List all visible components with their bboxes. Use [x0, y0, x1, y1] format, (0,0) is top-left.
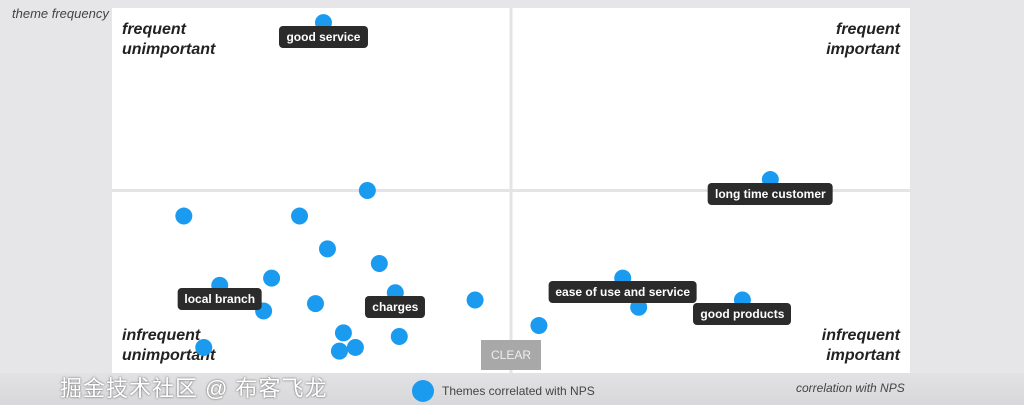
data-point[interactable]	[370, 255, 388, 272]
legend-label: Themes correlated with NPS	[442, 384, 595, 398]
data-point-label: local branch	[177, 288, 263, 311]
quadrant-label-top-left: frequent unimportant	[122, 21, 216, 58]
data-point[interactable]	[390, 328, 408, 345]
x-axis-label: correlation with NPS	[796, 381, 905, 395]
quadrant-label-top-right: frequent important	[826, 21, 900, 58]
data-point-label: good products	[693, 303, 792, 325]
data-point-label: good service	[279, 25, 368, 48]
data-point[interactable]	[346, 338, 364, 356]
data-point-label: ease of use and service	[548, 281, 698, 304]
data-point[interactable]	[306, 295, 324, 313]
quadrant-label-bottom-left: infrequent unimportant	[122, 327, 216, 364]
quadrant-label-bottom-right: infrequent important	[821, 327, 900, 364]
data-point-label: long time customer	[708, 182, 833, 205]
legend: Themes correlated with NPS	[412, 380, 595, 402]
data-point[interactable]	[318, 240, 336, 258]
clear-button[interactable]: CLEAR	[481, 340, 541, 370]
data-point[interactable]	[263, 269, 281, 287]
data-point[interactable]	[291, 207, 309, 225]
footer-band	[0, 373, 1024, 405]
data-point[interactable]	[334, 324, 352, 342]
data-point[interactable]	[358, 182, 376, 199]
data-point[interactable]	[175, 207, 193, 225]
data-point[interactable]	[195, 338, 213, 356]
legend-marker	[412, 380, 434, 402]
watermark: 掘金技术社区 @ 布客飞龙	[60, 376, 328, 401]
y-axis-label: theme frequency	[12, 6, 109, 21]
data-point[interactable]	[330, 342, 348, 360]
data-point-label: charges	[365, 295, 426, 318]
data-point[interactable]	[530, 317, 548, 335]
data-point[interactable]	[466, 291, 484, 309]
